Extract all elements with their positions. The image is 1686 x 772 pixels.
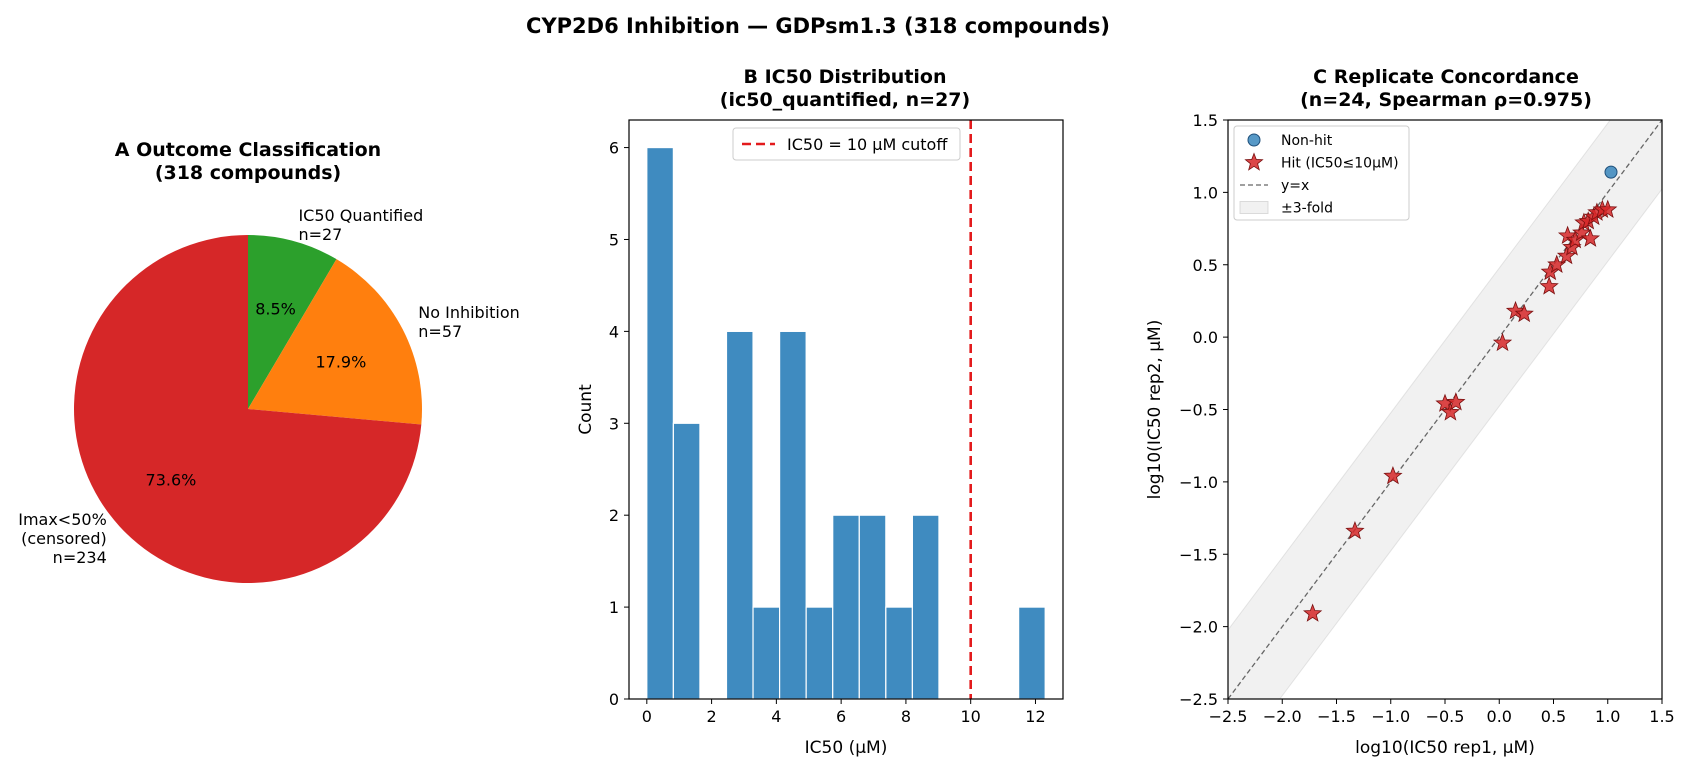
x-tick-label: −1.0 bbox=[1371, 707, 1410, 726]
y-tick-label: −0.5 bbox=[1179, 401, 1218, 420]
y-tick-label: 5 bbox=[609, 230, 619, 249]
y-tick-label: −2.5 bbox=[1179, 690, 1218, 709]
pie-slice-label: Imax<50% (censored) n=234 bbox=[18, 510, 107, 567]
y-tick-label: 4 bbox=[609, 322, 619, 341]
panel-c-scatter: C Replicate Concordance (n=24, Spearman ρ… bbox=[1145, 66, 1675, 758]
pie-slice-label: No Inhibition n=57 bbox=[418, 303, 520, 341]
legend-label: ±3-fold bbox=[1281, 201, 1333, 217]
y-tick-label: 1.5 bbox=[1193, 111, 1218, 130]
legend-hit-swatch bbox=[1244, 152, 1264, 171]
pie-slice bbox=[74, 235, 422, 583]
hit-point bbox=[1440, 402, 1461, 421]
hist-bar bbox=[858, 514, 887, 700]
x-tick-label: −2.0 bbox=[1263, 707, 1302, 726]
panel-a-pie: A Outcome Classification (318 compounds) … bbox=[18, 139, 520, 583]
hist-title: B IC50 Distribution (ic50_quantified, n=2… bbox=[720, 66, 970, 111]
pie-slices bbox=[74, 235, 422, 583]
y-tick-label: 0.5 bbox=[1193, 256, 1218, 275]
legend-label: Hit (IC50≤10µM) bbox=[1281, 156, 1399, 172]
y-tick-label: 0 bbox=[609, 690, 619, 709]
hit-point bbox=[1492, 332, 1513, 352]
x-tick-label: 2 bbox=[706, 707, 716, 726]
hit-point bbox=[1302, 603, 1323, 622]
y-tick-label: −2.0 bbox=[1179, 618, 1218, 637]
hist-bar bbox=[646, 146, 674, 700]
y-tick-label: 1.0 bbox=[1193, 183, 1218, 202]
pie-title: A Outcome Classification (318 compounds) bbox=[115, 139, 381, 184]
y-axis-label: log10(IC50 rep2, µM) bbox=[1145, 320, 1165, 500]
hit-point bbox=[1345, 520, 1365, 540]
legend-band-swatch bbox=[1239, 201, 1269, 214]
x-tick-label: −1.5 bbox=[1317, 707, 1356, 726]
y-tick-label: −1.5 bbox=[1179, 545, 1218, 564]
x-tick-label: 1.5 bbox=[1649, 707, 1674, 726]
scatter-plot-area: −2.5 −2.0 −1.5 −1.0 −0.5 0.0 0.5 1.0 1.5 −2.5 −2.0… bbox=[1145, 111, 1675, 758]
hit-point bbox=[1505, 300, 1526, 320]
x-tick-label: 0.5 bbox=[1541, 707, 1566, 726]
y-tick-label: 6 bbox=[609, 139, 619, 158]
scatter-legend-box bbox=[1233, 125, 1410, 221]
hist-bar bbox=[752, 606, 781, 700]
y-tick-label: 1 bbox=[609, 598, 619, 617]
x-tick-label: 6 bbox=[836, 707, 846, 726]
x-tick-label: 0 bbox=[642, 707, 652, 726]
x-tick-label: 8 bbox=[901, 707, 911, 726]
hit-point bbox=[1383, 465, 1403, 485]
hit-point bbox=[1539, 276, 1559, 295]
hit-point bbox=[1557, 225, 1578, 244]
y-tick-label: 3 bbox=[609, 414, 619, 433]
y-tick-label: −1.0 bbox=[1179, 473, 1218, 492]
pie-slice bbox=[248, 259, 422, 425]
hit-point bbox=[1580, 228, 1601, 247]
x-tick-label: 10 bbox=[961, 707, 981, 726]
x-tick-label: 0.0 bbox=[1487, 707, 1512, 726]
hist-axes-frame bbox=[628, 119, 1064, 700]
hit-point bbox=[1446, 392, 1466, 411]
legend-nonhit-swatch bbox=[1247, 133, 1261, 147]
hist-bar bbox=[805, 606, 834, 700]
hit-point bbox=[1540, 261, 1560, 281]
x-tick-label: −0.5 bbox=[1426, 707, 1465, 726]
x-tick-label: 4 bbox=[771, 707, 781, 726]
hist-bar bbox=[779, 330, 807, 700]
hist-bar bbox=[885, 606, 913, 700]
pie-pct-label: 17.9% bbox=[315, 352, 366, 371]
x-tick-label: 1.0 bbox=[1595, 707, 1620, 726]
hist-bar bbox=[1018, 606, 1046, 700]
y-tick-label: 0.0 bbox=[1193, 328, 1218, 347]
pie-slice bbox=[248, 235, 337, 409]
y-axis-label: Count bbox=[576, 384, 596, 435]
hist-bar bbox=[832, 514, 860, 700]
hist-bar bbox=[672, 422, 701, 700]
x-axis-label: log10(IC50 rep1, µM) bbox=[1355, 738, 1535, 758]
figure-suptitle: CYP2D6 Inhibition — GDPsm1.3 (318 compou… bbox=[526, 14, 1110, 38]
hit-point bbox=[1572, 222, 1592, 242]
pie-slice-label: IC50 Quantified n=27 bbox=[298, 206, 423, 244]
pie-labels: 8.5% IC50 Quantified n=27 17.9% No Inhibitio… bbox=[18, 206, 520, 567]
panel-b-histogram: B IC50 Distribution (ic50_quantified, n=2… bbox=[576, 66, 1064, 758]
hit-point bbox=[1514, 303, 1534, 323]
scatter-inner bbox=[1228, 120, 1662, 699]
x-tick-label: −2.5 bbox=[1209, 707, 1248, 726]
hist-bar bbox=[725, 330, 754, 700]
legend-label: Non-hit bbox=[1281, 133, 1333, 149]
x-tick-label: 12 bbox=[1025, 707, 1045, 726]
hist-legend-box bbox=[732, 127, 961, 161]
legend-cutoff-label: IC50 = 10 µM cutoff bbox=[787, 135, 948, 154]
pie-pct-label: 73.6% bbox=[146, 470, 197, 489]
x-axis-label: IC50 (µM) bbox=[805, 738, 888, 758]
legend-label: y=x bbox=[1281, 178, 1309, 194]
pie-pct-label: 8.5% bbox=[255, 299, 296, 318]
hist-bar bbox=[911, 514, 940, 700]
scatter-title: C Replicate Concordance (n=24, Spearman ρ… bbox=[1300, 66, 1592, 111]
y-tick-label: 2 bbox=[609, 506, 619, 525]
nonhit-point bbox=[1604, 165, 1618, 179]
hit-point bbox=[1598, 199, 1618, 218]
hit-point bbox=[1565, 230, 1585, 249]
